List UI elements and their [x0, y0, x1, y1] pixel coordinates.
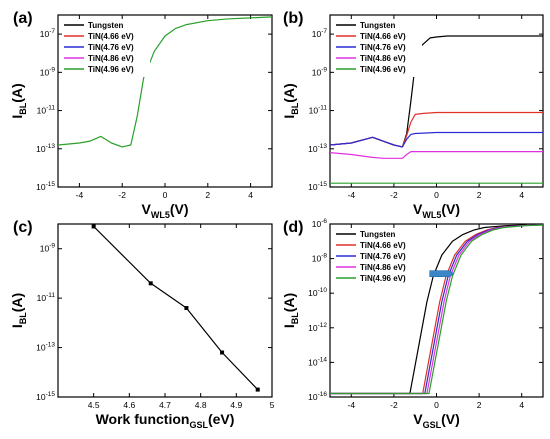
series-line	[330, 151, 543, 159]
x-tick-label: -4	[348, 190, 356, 200]
y-tick-label: 10-15	[36, 391, 55, 402]
x-tick-label: 4.7	[159, 400, 171, 410]
series-line	[330, 224, 528, 395]
x-tick-label: 4.8	[195, 400, 207, 410]
y-tick-label: 10-11	[37, 105, 56, 116]
panel-3: (c) 4.5 4.6 4.7 4.8 4.9 5 10-15 10-13 10-11 10-9 Wo…	[9, 219, 275, 430]
y-tick-label: 10-11	[309, 105, 328, 116]
legend-label: Tungsten	[360, 230, 396, 239]
x-tick-label: 0	[434, 190, 439, 200]
legend-box	[62, 19, 150, 77]
y-tick-label: 10-7	[312, 28, 328, 39]
x-tick-label: 0	[434, 400, 439, 410]
legend-label: TiN(4.96 eV)	[360, 274, 406, 283]
shift-arrow	[429, 270, 455, 278]
x-axis-label: VWL5(V)	[141, 201, 188, 220]
x-tick-label: 4	[519, 400, 524, 410]
y-tick-label: 10-9	[40, 243, 56, 254]
y-axis-label: IBL(A)	[9, 83, 28, 118]
y-axis-label: IBL(A)	[281, 293, 300, 328]
panel-4: (d) -4 -2 0 2 4 10-16 10-14 10-12 10-10 10-8 10-6 VG…	[281, 218, 544, 430]
series-line	[330, 111, 543, 148]
legend-label: TiN(4.86 eV)	[360, 263, 406, 272]
legend-label: Tungsten	[88, 21, 124, 30]
y-tick-label: 10-9	[40, 66, 56, 77]
x-tick-label: -2	[390, 400, 398, 410]
series-line	[330, 224, 543, 395]
data-point	[91, 224, 96, 229]
legend-label: TiN(4.76 eV)	[88, 43, 134, 52]
panel-1: (a) -4 -2 0 2 4 10-15 10-13 10-11 10-9 10-7 VWL5(V)…	[9, 10, 273, 220]
y-tick-label: 10-13	[36, 342, 55, 353]
x-tick-label: 4	[519, 190, 524, 200]
legend-label: TiN(4.86 eV)	[88, 54, 134, 63]
legend-label: TiN(4.96 eV)	[88, 65, 134, 74]
y-tick-label: 10-9	[312, 66, 328, 77]
panel-label: (b)	[283, 10, 303, 27]
x-tick-label: -2	[118, 190, 126, 200]
legend-label: TiN(4.76 eV)	[360, 43, 406, 52]
x-tick-label: 4.6	[123, 400, 135, 410]
x-tick-label: 2	[477, 190, 482, 200]
x-tick-label: 5	[270, 400, 275, 410]
y-tick-label: 10-8	[312, 253, 328, 264]
y-tick-label: 10-6	[312, 218, 328, 229]
legend-label: TiN(4.86 eV)	[360, 54, 406, 63]
legend-label: Tungsten	[360, 21, 396, 30]
y-tick-label: 10-11	[37, 292, 56, 303]
y-tick-label: 10-13	[308, 143, 327, 154]
x-tick-label: -2	[390, 190, 398, 200]
y-tick-label: 10-15	[308, 181, 327, 192]
legend-label: TiN(4.96 eV)	[360, 65, 406, 74]
legend-label: TiN(4.76 eV)	[360, 252, 406, 261]
series-line	[58, 16, 272, 148]
x-tick-label: 2	[205, 190, 210, 200]
data-point	[220, 350, 225, 355]
x-tick-label: 0	[163, 190, 168, 200]
y-tick-label: 10-13	[36, 143, 55, 154]
panel-2: (b) -4 -2 0 2 4 10-15 10-13 10-11 10-9 10-7 VWL5(V)…	[281, 10, 544, 220]
panel-label: (d)	[283, 219, 303, 236]
x-axis-label: VWL5(V)	[413, 201, 460, 220]
legend-box	[334, 19, 422, 77]
legend-box	[334, 228, 422, 286]
data-point	[184, 306, 189, 311]
legend-label: TiN(4.66 eV)	[360, 32, 406, 41]
series-line	[330, 131, 543, 148]
panel-label: (c)	[13, 219, 33, 236]
x-tick-label: -4	[76, 190, 84, 200]
x-axis-label: Work functionGSL(eV)	[96, 411, 235, 430]
panel-label: (a)	[13, 10, 33, 27]
data-point	[255, 387, 260, 392]
y-tick-label: 10-14	[308, 356, 327, 367]
legend-label: TiN(4.66 eV)	[88, 32, 134, 41]
y-axis-label: IBL(A)	[281, 83, 300, 118]
y-tick-label: 10-10	[308, 287, 327, 298]
y-tick-label: 10-7	[40, 28, 56, 39]
legend-label: TiN(4.66 eV)	[360, 241, 406, 250]
y-tick-label: 10-16	[308, 391, 327, 402]
x-axis-label: VGSL(V)	[413, 411, 460, 430]
x-tick-label: 4.9	[230, 400, 242, 410]
y-tick-label: 10-12	[308, 322, 327, 333]
x-tick-label: 4.5	[88, 400, 100, 410]
x-tick-label: 4	[248, 190, 253, 200]
x-tick-label: -4	[348, 400, 356, 410]
y-axis-label: IBL(A)	[9, 293, 28, 328]
y-tick-label: 10-15	[36, 181, 55, 192]
data-point	[148, 281, 153, 286]
series-line	[93, 226, 259, 391]
x-tick-label: 2	[477, 400, 482, 410]
